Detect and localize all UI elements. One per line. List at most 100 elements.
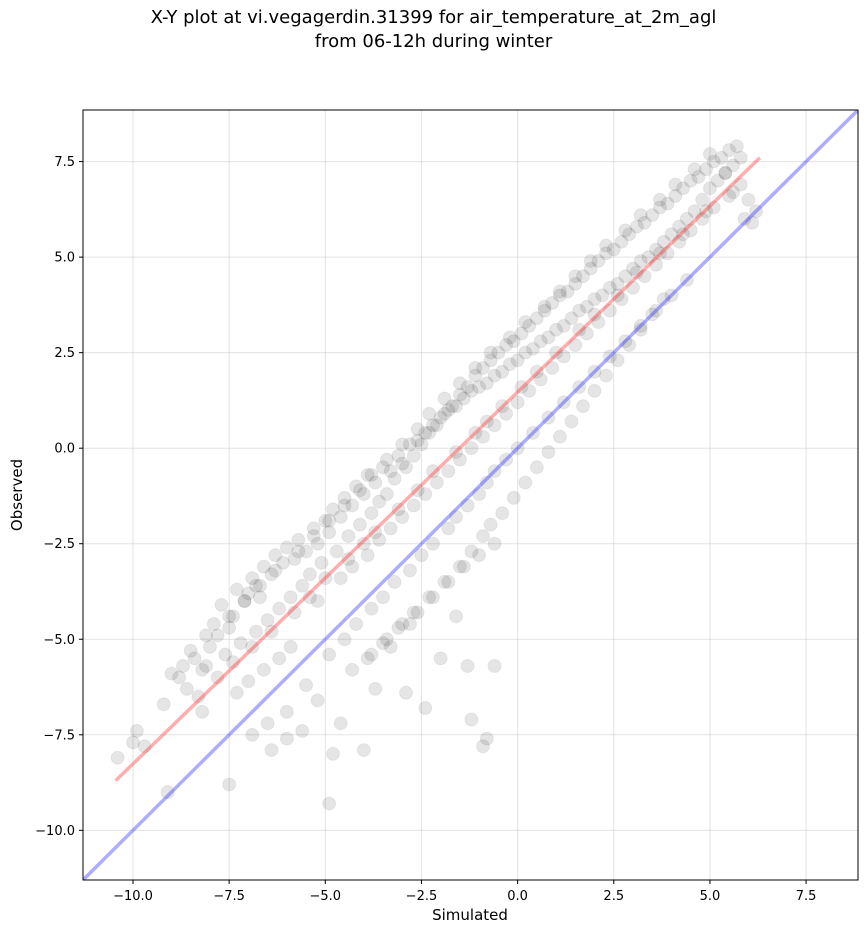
scatter-point: [364, 506, 379, 521]
scatter-point: [614, 234, 629, 249]
scatter-point: [514, 326, 529, 341]
scatter-point: [452, 559, 467, 574]
scatter-point: [468, 360, 483, 375]
scatter-point: [256, 662, 271, 677]
scatter-point: [222, 777, 237, 792]
scatter-point: [587, 307, 602, 322]
scatter-point: [626, 280, 640, 295]
scatter-point: [541, 410, 556, 425]
scatter-point: [591, 315, 606, 330]
scatter-point: [437, 406, 452, 421]
scatter-point: [210, 670, 225, 685]
scatter-point: [318, 571, 333, 586]
scatter-point: [510, 395, 525, 410]
scatter-point: [337, 632, 352, 647]
scatter-point: [433, 410, 448, 425]
scatter-point: [460, 380, 475, 395]
scatter-point: [526, 425, 540, 440]
scatter-point: [452, 387, 467, 402]
scatter-point: [637, 215, 652, 230]
scatter-point: [618, 269, 633, 284]
scatter-point: [441, 464, 456, 479]
scatter-point: [595, 288, 610, 303]
scatter-point: [391, 620, 406, 635]
scatter-point: [164, 666, 179, 681]
scatter-point: [426, 464, 440, 479]
scatter-point: [541, 330, 556, 345]
scatter-point: [429, 418, 444, 433]
scatter-point: [545, 360, 560, 375]
y-axis-label: Observed: [8, 459, 26, 531]
scatter-point: [279, 731, 294, 746]
scatter-point: [318, 513, 333, 528]
scatter-point: [599, 368, 614, 383]
scatter-point: [529, 311, 544, 326]
scatter-point: [376, 636, 390, 651]
scatter-point: [568, 269, 583, 284]
scatter-point: [545, 295, 560, 310]
scatter-point: [564, 311, 579, 326]
scatter-point: [187, 651, 202, 666]
scatter-point: [249, 624, 264, 639]
scatter-point: [499, 452, 514, 467]
scatter-point: [402, 616, 417, 631]
scatter-point: [506, 334, 521, 349]
scatter-point: [652, 246, 667, 261]
scatter-point: [449, 445, 464, 460]
scatter-point: [176, 659, 190, 674]
scatter-point: [610, 276, 625, 291]
scatter-point: [352, 517, 367, 532]
scatter-point: [672, 234, 687, 249]
scatter-point: [241, 586, 256, 601]
scatter-point: [226, 609, 240, 624]
scatter-point: [299, 678, 314, 693]
scatter-point: [549, 322, 564, 337]
scatter-point: [479, 475, 494, 490]
scatter-point: [291, 532, 306, 547]
scatter-point: [656, 234, 671, 249]
scatter-point: [229, 582, 244, 597]
scatter-point: [572, 303, 587, 318]
scatter-point: [345, 498, 360, 513]
scatter-point: [729, 139, 744, 154]
scatter-point: [618, 334, 633, 349]
scatter-point: [529, 364, 544, 379]
x-tick-label: 5.0: [700, 889, 721, 904]
scatter-point: [683, 223, 698, 238]
scatter-point: [445, 399, 460, 414]
scatter-point: [222, 609, 237, 624]
scatter-point: [406, 498, 421, 513]
scatter-point: [183, 643, 198, 658]
scatter-point: [360, 651, 375, 666]
scatter-point: [422, 590, 437, 605]
scatter-point: [237, 594, 252, 609]
scatter-point: [633, 318, 648, 333]
scatter-point: [326, 502, 340, 517]
scatter-point: [322, 525, 337, 540]
scatter-point: [426, 590, 440, 605]
scatter-point: [256, 559, 271, 574]
scatter-point: [295, 578, 310, 593]
identity-line: [83, 110, 858, 880]
scatter-point: [360, 548, 375, 563]
scatter-point: [414, 548, 429, 563]
scatter-point: [479, 731, 494, 746]
scatter-point: [495, 364, 510, 379]
scatter-point: [333, 509, 348, 524]
scatter-point: [568, 276, 583, 291]
chart-title-line-1: X-Y plot at vi.vegagerdin.31399 for air_…: [150, 7, 717, 28]
scatter-point: [733, 150, 748, 165]
scatter-point: [302, 567, 317, 582]
scatter-point: [506, 490, 521, 505]
scatter-point: [556, 318, 571, 333]
scatter-point: [418, 487, 433, 502]
scatter-point: [487, 536, 502, 551]
scatter-point: [668, 188, 683, 203]
scatter-point: [687, 204, 702, 219]
scatter-point: [649, 257, 664, 272]
scatter-point: [399, 685, 414, 700]
chart-title-line-2: from 06-12h during winter: [314, 31, 553, 52]
scatter-point: [599, 238, 614, 253]
scatter-point: [387, 471, 402, 486]
scatter-point: [129, 723, 144, 738]
